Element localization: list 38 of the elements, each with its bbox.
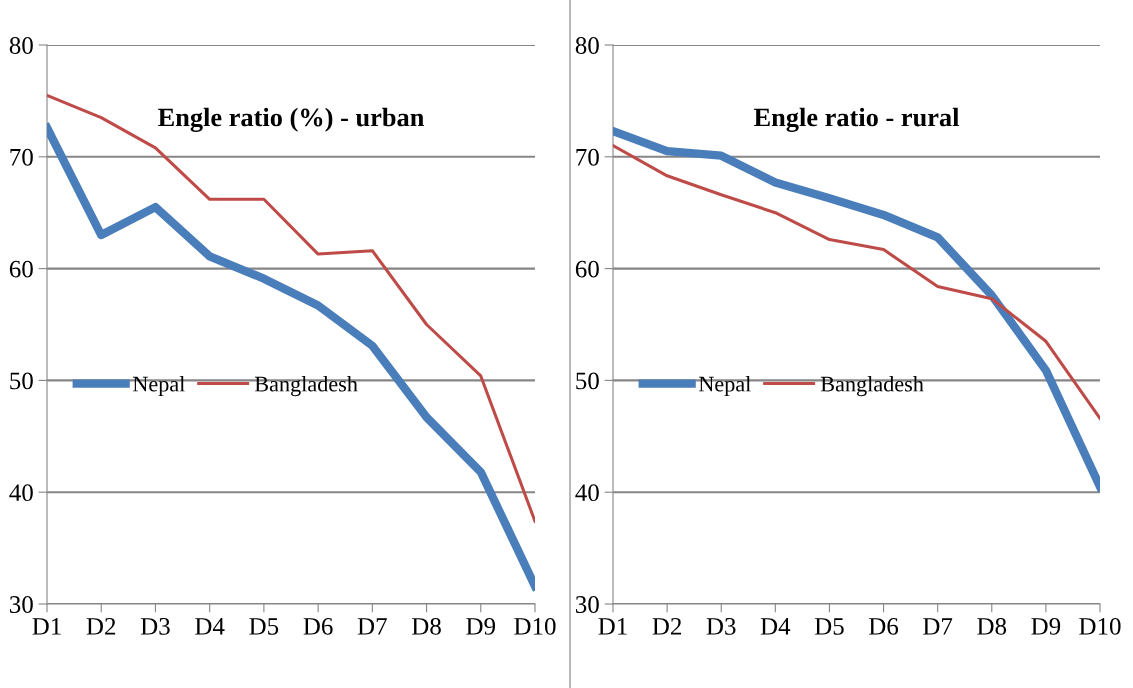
x-tick-label: D10 <box>514 617 556 635</box>
x-tick-label: D7 <box>923 618 953 635</box>
x-tick-label: D3 <box>706 617 736 635</box>
text: Engle ratio (%) - urban <box>158 107 425 132</box>
x-tick-label: D9 <box>466 617 496 635</box>
x-tick-label: D9 <box>1031 617 1061 635</box>
y-tick-label: 40 <box>9 484 33 502</box>
x-tick-label: D2 <box>652 617 682 635</box>
y-tick-label: 40 <box>575 484 599 502</box>
x-tick-label: D6 <box>303 617 333 635</box>
y-tick-label: 70 <box>576 148 599 166</box>
x-tick-label: D8 <box>977 617 1007 635</box>
x-tick-label: D1 <box>32 618 61 635</box>
legend-label: Bangladesh <box>254 375 358 397</box>
y-tick-label: 50 <box>10 372 33 390</box>
y-tick-label: 30 <box>576 596 599 613</box>
x-tick-label: D5 <box>814 618 844 635</box>
y-tick-label: 50 <box>576 372 599 390</box>
x-tick-label: D3 <box>140 617 170 635</box>
y-tick-label: 80 <box>575 37 599 54</box>
x-tick-label: D10 <box>1079 617 1121 635</box>
legend-label: Nepal <box>132 375 185 397</box>
x-tick-label: D1 <box>598 618 627 635</box>
y-tick-label: 30 <box>10 596 33 613</box>
y-tick-label: 60 <box>575 260 599 278</box>
y-tick-label: 70 <box>10 148 33 166</box>
text: Engle ratio - rural <box>753 107 960 132</box>
legend-label: Nepal <box>698 375 751 397</box>
x-tick-label: D6 <box>869 617 899 635</box>
x-tick-label: D8 <box>412 617 441 635</box>
x-tick-label: D2 <box>86 617 116 635</box>
x-tick-label: D4 <box>760 618 791 635</box>
x-tick-label: D4 <box>195 618 225 635</box>
legend-label: Bangladesh <box>820 375 924 397</box>
y-tick-label: 80 <box>9 37 33 54</box>
y-tick-label: 60 <box>9 260 33 278</box>
x-tick-label: D5 <box>249 618 279 635</box>
x-tick-label: D7 <box>357 618 387 635</box>
